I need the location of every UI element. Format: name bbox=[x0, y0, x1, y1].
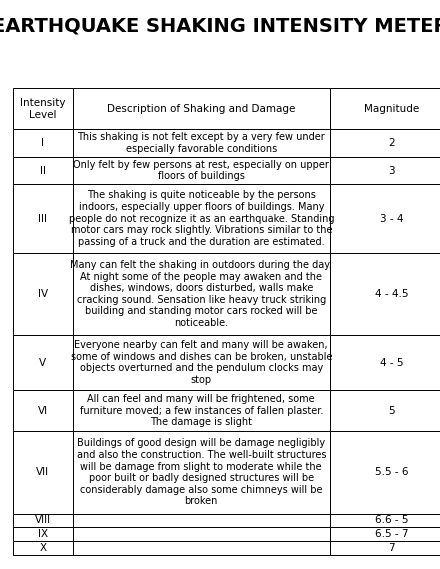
Bar bbox=[330, 335, 440, 390]
Bar bbox=[330, 541, 440, 555]
Bar bbox=[13, 390, 73, 431]
Bar bbox=[73, 541, 330, 555]
Bar bbox=[73, 431, 330, 514]
Bar bbox=[13, 431, 73, 514]
Bar bbox=[73, 88, 330, 129]
Text: VIII: VIII bbox=[35, 516, 51, 525]
Text: EARTHQUAKE SHAKING INTENSITY METER: EARTHQUAKE SHAKING INTENSITY METER bbox=[0, 16, 440, 35]
Text: 4 - 5: 4 - 5 bbox=[380, 358, 403, 368]
Bar bbox=[13, 514, 73, 527]
Text: 5.5 - 6: 5.5 - 6 bbox=[375, 468, 408, 477]
Bar bbox=[330, 184, 440, 253]
Bar bbox=[73, 335, 330, 390]
Bar bbox=[73, 129, 330, 157]
Bar bbox=[330, 390, 440, 431]
Text: 3: 3 bbox=[388, 166, 395, 175]
Bar bbox=[73, 253, 330, 335]
Bar bbox=[13, 157, 73, 184]
Bar bbox=[13, 527, 73, 541]
Text: 6.6 - 5: 6.6 - 5 bbox=[375, 516, 408, 525]
Text: 2: 2 bbox=[388, 138, 395, 148]
Text: All can feel and many will be frightened, some
furniture moved; a few instances : All can feel and many will be frightened… bbox=[80, 394, 323, 427]
Text: The shaking is quite noticeable by the persons
indoors, especially upper floors : The shaking is quite noticeable by the p… bbox=[69, 191, 334, 247]
Text: 6.5 - 7: 6.5 - 7 bbox=[375, 529, 408, 539]
Bar bbox=[73, 157, 330, 184]
Bar bbox=[330, 129, 440, 157]
Text: Description of Shaking and Damage: Description of Shaking and Damage bbox=[107, 104, 296, 114]
Text: II: II bbox=[40, 166, 46, 175]
Text: X: X bbox=[39, 543, 47, 553]
Text: Only felt by few persons at rest, especially on upper
floors of buildings: Only felt by few persons at rest, especi… bbox=[73, 160, 329, 182]
Text: 7: 7 bbox=[388, 543, 395, 553]
Bar bbox=[13, 335, 73, 390]
Text: Everyone nearby can felt and many will be awaken,
some of windows and dishes can: Everyone nearby can felt and many will b… bbox=[70, 340, 332, 385]
Text: Magnitude: Magnitude bbox=[364, 104, 419, 114]
Text: I: I bbox=[41, 138, 44, 148]
Text: This shaking is not felt except by a very few under
especially favorable conditi: This shaking is not felt except by a ver… bbox=[77, 132, 325, 154]
Text: IV: IV bbox=[38, 289, 48, 299]
Bar bbox=[73, 527, 330, 541]
Bar bbox=[13, 129, 73, 157]
Bar bbox=[13, 88, 73, 129]
Bar bbox=[330, 431, 440, 514]
Text: IX: IX bbox=[38, 529, 48, 539]
Text: Many can felt the shaking in outdoors during the day.
At night some of the peopl: Many can felt the shaking in outdoors du… bbox=[70, 260, 332, 328]
Bar bbox=[13, 184, 73, 253]
Bar bbox=[13, 253, 73, 335]
Bar bbox=[330, 88, 440, 129]
Text: 5: 5 bbox=[388, 406, 395, 416]
Bar bbox=[330, 514, 440, 527]
Bar bbox=[73, 184, 330, 253]
Bar bbox=[13, 541, 73, 555]
Text: VII: VII bbox=[37, 468, 49, 477]
Text: VI: VI bbox=[38, 406, 48, 416]
Text: Intensity
Level: Intensity Level bbox=[20, 98, 66, 119]
Bar bbox=[73, 390, 330, 431]
Text: V: V bbox=[39, 358, 47, 368]
Text: Buildings of good design will be damage negligibly
and also the construction. Th: Buildings of good design will be damage … bbox=[77, 439, 326, 506]
Text: 4 - 4.5: 4 - 4.5 bbox=[375, 289, 408, 299]
Bar bbox=[330, 527, 440, 541]
Bar bbox=[330, 157, 440, 184]
Bar bbox=[330, 253, 440, 335]
Text: 3 - 4: 3 - 4 bbox=[380, 213, 403, 224]
Text: III: III bbox=[38, 213, 48, 224]
Bar bbox=[73, 514, 330, 527]
